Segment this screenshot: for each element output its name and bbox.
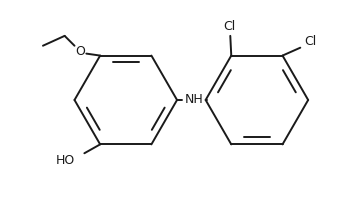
Text: Cl: Cl <box>304 35 316 48</box>
Text: HO: HO <box>55 154 75 167</box>
Text: NH: NH <box>185 94 204 107</box>
Text: Cl: Cl <box>223 20 235 33</box>
Text: O: O <box>76 45 85 58</box>
